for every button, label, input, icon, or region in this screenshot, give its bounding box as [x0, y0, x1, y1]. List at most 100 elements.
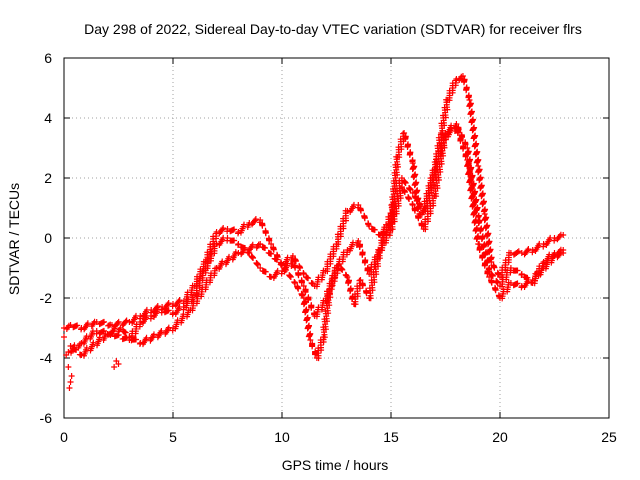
data-point-fill	[459, 145, 466, 152]
data-point-fill	[471, 143, 478, 150]
data-point-fill	[302, 309, 309, 316]
data-point-fill	[406, 196, 413, 203]
data-point-fill	[83, 333, 90, 340]
data-point-fill	[262, 230, 269, 237]
data-point-fill	[515, 248, 522, 255]
data-point-fill	[305, 296, 312, 303]
data-point	[335, 262, 342, 268]
data-point-fill	[364, 267, 371, 274]
data-point	[464, 157, 471, 163]
data-point	[117, 325, 124, 331]
data-point-fill	[226, 253, 233, 260]
data-point-fill	[467, 187, 474, 194]
data-point	[540, 241, 547, 247]
data-point-fill	[303, 317, 310, 324]
data-point-fill	[270, 246, 277, 253]
data-point-fill	[361, 215, 368, 222]
y-tick-label: 2	[44, 170, 52, 186]
data-point-fill	[476, 247, 483, 254]
data-point-fill	[412, 195, 419, 202]
data-point	[481, 211, 488, 217]
data-point	[529, 247, 536, 253]
y-tick-label: 6	[44, 50, 52, 66]
data-point	[409, 190, 416, 196]
data-point-fill	[259, 222, 266, 229]
data-point-fill	[466, 179, 473, 186]
data-point	[66, 385, 73, 391]
data-point-fill	[176, 297, 183, 304]
data-point-fill	[295, 272, 302, 279]
x-axis-label: GPS time / hours	[282, 457, 389, 473]
data-point-fill	[100, 318, 107, 325]
data-point-fill	[231, 237, 238, 244]
data-point-fill	[478, 193, 485, 200]
data-point	[65, 364, 72, 370]
data-point-fill	[114, 320, 121, 327]
data-point-fill	[122, 329, 129, 336]
ticks: 0 5 10 15 20 25 -6 -4 -2 0 2 4 6	[40, 50, 617, 445]
data-point	[68, 373, 75, 379]
data-point-fill	[334, 262, 341, 269]
data-point-fill	[115, 318, 122, 325]
data-point	[137, 319, 144, 325]
data-point-fill	[262, 245, 269, 252]
data-point	[224, 235, 231, 241]
data-point-fill	[465, 171, 472, 178]
data-point-fill	[400, 130, 407, 137]
data-point	[289, 259, 296, 265]
y-tick-label: -2	[40, 290, 53, 306]
data-point	[507, 250, 514, 256]
data-point-fill	[150, 331, 157, 338]
data-point-fill	[466, 103, 473, 110]
data-point-fill	[416, 202, 423, 209]
data-point	[355, 238, 362, 244]
x-tick-label: 0	[60, 429, 68, 445]
data-point-fill	[241, 244, 248, 251]
data-point-fill	[304, 325, 311, 332]
data-point	[518, 283, 525, 289]
data-point-fill	[164, 301, 171, 308]
data-point-fill	[268, 250, 275, 257]
data-point-fill	[298, 279, 305, 286]
data-point-fill	[158, 327, 165, 334]
data-point-fill	[309, 343, 316, 350]
x-tick-label: 15	[383, 429, 399, 445]
data-point-fill	[274, 256, 281, 263]
data-point-fill	[100, 327, 107, 334]
data-point-fill	[524, 247, 531, 254]
data-point-fill	[467, 111, 474, 118]
data-point	[292, 280, 299, 286]
x-tick-label: 25	[601, 429, 617, 445]
data-point-fill	[249, 241, 256, 248]
data-point-fill	[305, 275, 312, 282]
data-point-fill	[418, 222, 425, 229]
data-point-fill	[464, 163, 471, 170]
data-point-fill	[111, 325, 118, 332]
data-point	[289, 253, 296, 259]
data-point	[486, 274, 493, 280]
data-point	[126, 334, 133, 340]
data-point-fill	[407, 186, 414, 193]
data-point	[453, 124, 460, 130]
data-point-fill	[415, 215, 422, 222]
data-point-fill	[469, 203, 476, 210]
data-point-fill	[282, 267, 289, 274]
data-point-fill	[356, 244, 363, 251]
data-point-fill	[478, 236, 485, 243]
data-point	[300, 283, 307, 289]
data-point	[459, 73, 466, 79]
data-point	[170, 310, 176, 316]
data-point-fill	[266, 237, 273, 244]
y-tick-label: 0	[44, 230, 52, 246]
data-point-fill	[475, 169, 482, 176]
data-point-fill	[472, 227, 479, 234]
data-point	[268, 241, 275, 247]
data-point-fill	[410, 174, 417, 181]
data-point	[560, 232, 567, 238]
data-point-fill	[73, 346, 80, 353]
data-point	[466, 97, 473, 103]
data-point	[213, 241, 220, 247]
data-point	[111, 364, 118, 370]
data-point	[137, 313, 144, 319]
data-point-fill	[514, 249, 521, 256]
